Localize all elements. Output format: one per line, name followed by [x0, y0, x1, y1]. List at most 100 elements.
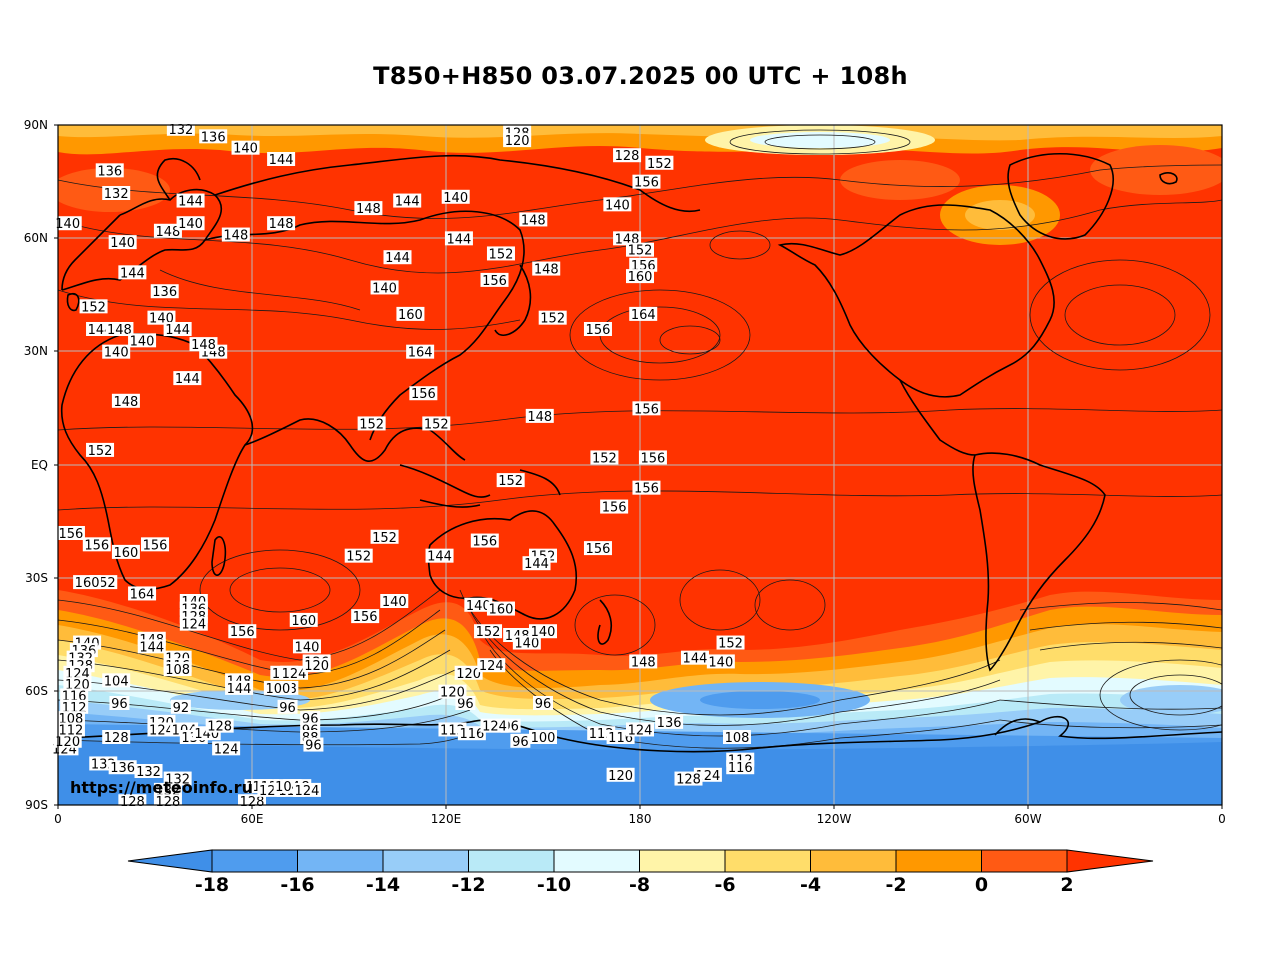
contour-label: 152 [489, 247, 514, 262]
contour-label-bg [163, 771, 192, 786]
contour-label-bg [629, 306, 658, 321]
contour-label: 156 [634, 402, 659, 417]
contour-label-bg [176, 216, 205, 231]
contour-label-bg [82, 537, 111, 552]
contour-label: 152 [346, 550, 371, 565]
contour-label-bg [522, 556, 551, 571]
contour-label-bg [380, 594, 409, 608]
contour-label-bg [199, 129, 228, 144]
colorbar-tick-label: -4 [799, 874, 822, 896]
lon-label-60w: 60W [1014, 812, 1042, 826]
lon-label-0-left: 0 [54, 812, 62, 826]
contour-label-bg [212, 741, 241, 756]
contour-label: 152 [718, 637, 743, 652]
contour-label-bg [425, 548, 454, 563]
contour-label-bg [105, 322, 134, 336]
contour-label: 132 [136, 765, 161, 780]
contour-label-bg [267, 152, 296, 166]
contour-label: 96 [512, 735, 529, 750]
contour-label: 140 [466, 599, 491, 614]
contour-label: 148 [269, 217, 294, 232]
contour-label: 156 [472, 535, 497, 550]
colorbar-tick-label: -2 [885, 874, 907, 896]
contour-label-bg [510, 733, 531, 748]
colorbar [127, 849, 1154, 873]
contour-label-bg [179, 616, 208, 631]
colorbar-segment [895, 849, 982, 873]
contour-label-bg [503, 133, 532, 148]
colorbar-tick-label: -12 [451, 874, 486, 896]
contour-label: 96 [535, 697, 552, 712]
contour-label-bg [457, 726, 486, 741]
contour-label: 140 [233, 142, 258, 157]
lon-label-180: 180 [628, 812, 652, 826]
contour-label: 156 [84, 538, 109, 553]
contour-label: 156 [230, 625, 255, 640]
contour-label: 144 [395, 195, 420, 210]
contour-label: 156 [411, 387, 436, 402]
contour-label-bg [109, 696, 130, 710]
contour-label: 160 [489, 603, 514, 618]
contour-label-bg [118, 265, 147, 280]
contour-label-bg [716, 635, 745, 650]
contour-label-bg [134, 764, 163, 778]
contour-label: 148 [191, 338, 216, 353]
colorbar-segment [724, 849, 811, 873]
contour-label-bg [153, 223, 182, 238]
contour-label-bg [354, 201, 383, 216]
contour-label: 132 [104, 187, 129, 202]
contour-label: 144 [683, 652, 708, 667]
contour-label: 128 [156, 795, 181, 810]
contour-label-bg [626, 242, 654, 257]
contour-label-bg [529, 730, 557, 744]
contour-label-bg [277, 699, 298, 714]
contour-label: 148 [521, 213, 546, 228]
contour-label-bg [655, 714, 684, 729]
contour-label-bg [221, 227, 250, 242]
lat-label-eq: EQ [30, 458, 48, 472]
lat-label-30n: 30N [23, 344, 48, 358]
contour-label-bg [176, 193, 205, 208]
contour-label: 156 [586, 323, 611, 338]
contour-label: 144 [524, 557, 549, 572]
contour-label-bg [228, 624, 257, 639]
contour-label-bg [56, 526, 85, 540]
lat-label-90n: 90N [23, 118, 48, 132]
coastlines [58, 153, 1222, 753]
contour-label-bg [525, 408, 554, 423]
contour-label: 120 [456, 667, 481, 682]
contour-label-bg [455, 696, 476, 710]
colorbar-tick-label: 2 [1060, 874, 1074, 896]
contour-label: 160 [113, 546, 138, 561]
lon-label-60e: 60E [240, 812, 264, 826]
lat-label-60n: 60N [23, 231, 48, 245]
contour-label: 124 [181, 618, 206, 633]
contour-label-bg [205, 718, 234, 733]
contour-label-bg [108, 760, 137, 775]
colorbar-segment [297, 849, 384, 873]
contour-label-bg [344, 548, 373, 563]
contour-label-bg [406, 344, 435, 359]
contour-label-bg [147, 310, 176, 325]
contour-label: 104 [104, 674, 129, 689]
lat-label-30s: 30S [25, 571, 48, 585]
contour-label-bg [444, 231, 473, 246]
contour-label: 120 [608, 769, 633, 784]
contour-label: 124 [295, 784, 320, 799]
contour-label-bg [102, 186, 131, 200]
contour-label: 120 [440, 686, 465, 701]
contour-label: 140 [110, 236, 135, 251]
contour-label: 136 [97, 164, 122, 179]
contour-label-bg [163, 662, 192, 676]
contour-label: 152 [372, 531, 397, 546]
lon-label-120e: 120E [430, 812, 462, 826]
contour-label-bg [613, 148, 642, 163]
contour-label-bg [590, 450, 619, 465]
contour-label: 148 [631, 655, 656, 670]
colorbar-segment [382, 849, 469, 873]
contour-label: 124 [214, 742, 239, 757]
contour-label: 128 [240, 795, 265, 810]
contour-label-bg [706, 654, 735, 669]
contour-label: 148 [527, 410, 552, 425]
contour-label: 132 [168, 123, 193, 138]
